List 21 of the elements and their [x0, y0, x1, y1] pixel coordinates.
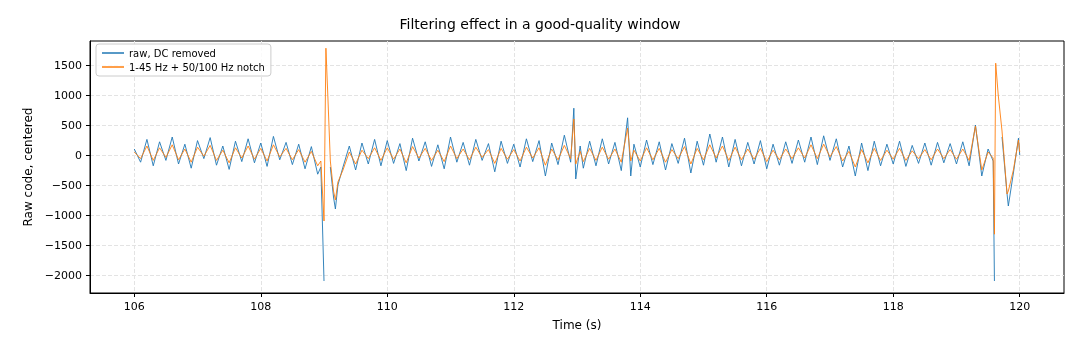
x-tick-label: 120	[1009, 300, 1031, 313]
y-tick-label: −1500	[44, 238, 82, 252]
y-tick-label: 1500	[54, 58, 82, 72]
x-tick-label: 108	[250, 300, 272, 313]
x-tick-label: 114	[629, 300, 651, 313]
legend-label: 1-45 Hz + 50/100 Hz notch	[129, 61, 265, 73]
y-tick-label: −500	[51, 178, 82, 192]
y-tick-label: 1000	[54, 88, 82, 102]
x-axis-title: Time (s)	[551, 318, 602, 332]
x-tick-label: 118	[882, 300, 904, 313]
x-tick-label: 116	[756, 300, 778, 313]
chart-title: Filtering effect in a good-quality window	[399, 16, 681, 32]
x-tick-label: 106	[123, 300, 145, 313]
y-tick-label: 0	[75, 148, 82, 162]
y-tick-label: −2000	[44, 268, 82, 282]
y-axis-title: Raw code, centered	[20, 107, 35, 227]
legend-label: raw, DC removed	[129, 47, 216, 59]
y-tick-label: 500	[61, 118, 82, 132]
x-tick-label: 112	[503, 300, 525, 313]
x-tick-label: 110	[376, 300, 398, 313]
y-tick-label: −1000	[44, 208, 82, 222]
